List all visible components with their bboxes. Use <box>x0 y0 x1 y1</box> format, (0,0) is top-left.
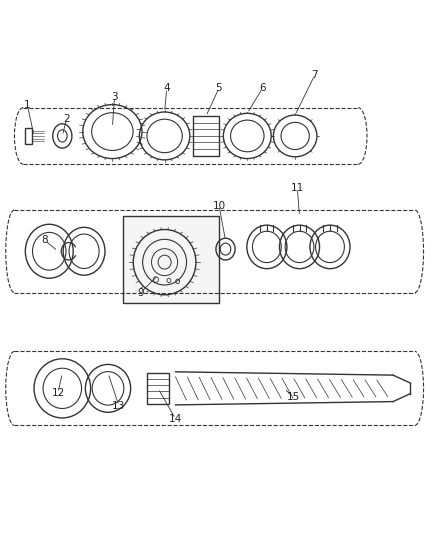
Text: 13: 13 <box>112 401 126 411</box>
Text: 2: 2 <box>64 114 70 124</box>
Text: 9: 9 <box>138 288 144 297</box>
FancyBboxPatch shape <box>123 216 219 303</box>
Text: 7: 7 <box>311 70 318 80</box>
Text: 5: 5 <box>215 83 223 93</box>
Text: 1: 1 <box>24 100 31 110</box>
Text: 6: 6 <box>259 83 266 93</box>
Text: 10: 10 <box>212 200 226 211</box>
Text: 14: 14 <box>169 414 182 424</box>
Text: 11: 11 <box>291 183 304 193</box>
Text: 4: 4 <box>163 83 170 93</box>
Text: 12: 12 <box>51 387 64 398</box>
Text: 3: 3 <box>111 92 118 102</box>
Text: 15: 15 <box>286 392 300 402</box>
Text: 8: 8 <box>42 236 48 245</box>
